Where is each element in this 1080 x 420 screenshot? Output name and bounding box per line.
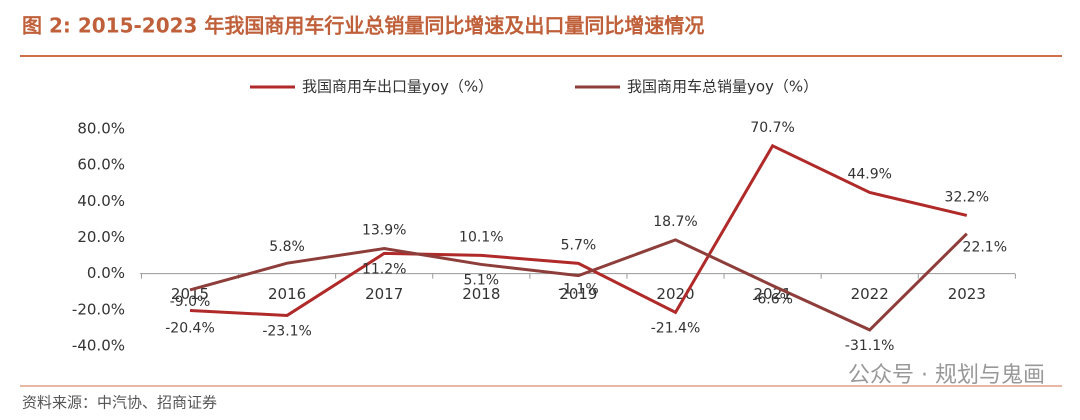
y-tick-label: -20.0% bbox=[72, 300, 125, 318]
x-tick-label: 2015 bbox=[171, 285, 209, 303]
data-label: 70.7% bbox=[750, 120, 794, 136]
data-label: 5.8% bbox=[269, 239, 305, 255]
data-label: 18.7% bbox=[653, 214, 697, 230]
y-tick-label: -40.0% bbox=[72, 337, 125, 355]
data-label: -21.4% bbox=[651, 320, 701, 336]
data-label: -9.0% bbox=[170, 294, 211, 310]
y-tick-label: 60.0% bbox=[77, 156, 125, 174]
data-label: 11.2% bbox=[362, 261, 406, 277]
data-label: 5.1% bbox=[464, 272, 500, 288]
x-tick-label: 2019 bbox=[559, 285, 597, 303]
data-label: -23.1% bbox=[262, 323, 312, 339]
y-tick-label: 20.0% bbox=[77, 228, 125, 246]
data-label: 13.9% bbox=[362, 223, 406, 239]
x-tick-label: 2017 bbox=[365, 285, 403, 303]
data-label: 5.7% bbox=[561, 237, 597, 253]
series-line bbox=[189, 143, 968, 317]
data-label: 10.1% bbox=[459, 229, 503, 245]
y-tick-label: 80.0% bbox=[77, 120, 125, 138]
x-tick-label: 2016 bbox=[268, 285, 306, 303]
watermark: 公众号 · 规划与鬼画 bbox=[848, 363, 1045, 388]
data-label: 32.2% bbox=[945, 189, 989, 205]
source: 资料来源：中汽协、招商证券 bbox=[22, 394, 217, 412]
legend-label: 我国商用车总销量yoy（%） bbox=[627, 78, 818, 96]
data-label: -1.1% bbox=[558, 282, 599, 298]
legend-label: 我国商用车出口量yoy（%） bbox=[302, 78, 493, 96]
x-tick-label: 2018 bbox=[462, 285, 500, 303]
y-tick-label: 40.0% bbox=[77, 192, 125, 210]
series-line bbox=[189, 232, 968, 332]
data-label: 44.9% bbox=[847, 166, 891, 182]
data-label: -20.4% bbox=[165, 321, 215, 337]
y-tick-label: 0.0% bbox=[87, 264, 125, 282]
x-tick-label: 2023 bbox=[948, 285, 986, 303]
data-label: -31.1% bbox=[845, 338, 895, 354]
chart-title: 图 2: 2015-2023 年我国商用车行业总销量同比增速及出口量同比增速情况 bbox=[22, 14, 704, 38]
data-label: 22.1% bbox=[963, 240, 1007, 256]
data-label: -6.6% bbox=[752, 292, 793, 308]
x-tick-label: 2022 bbox=[851, 285, 889, 303]
